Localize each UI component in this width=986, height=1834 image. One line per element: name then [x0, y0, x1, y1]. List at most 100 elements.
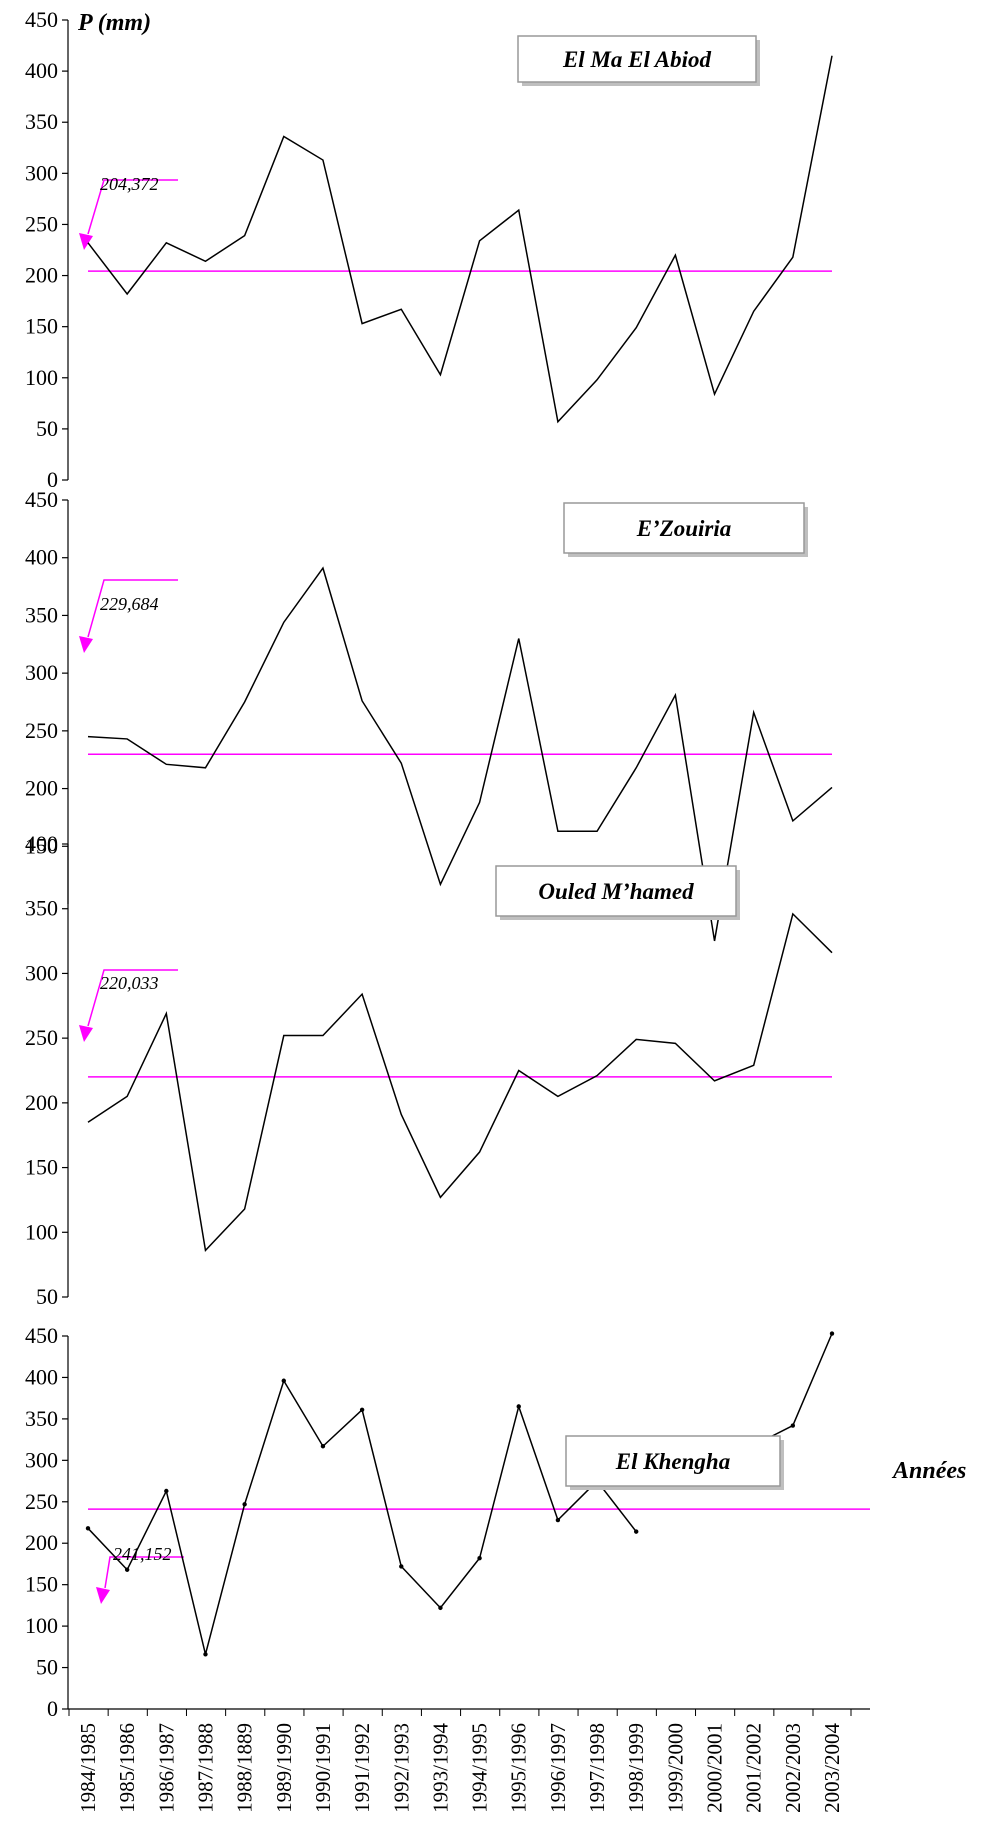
- x-tick-label: 1984/1985: [76, 1723, 100, 1813]
- y-tick-label: 250: [25, 1489, 58, 1514]
- data-point: [359, 1407, 365, 1412]
- x-tick-label: 1986/1987: [154, 1723, 178, 1813]
- y-tick-label: 0: [47, 467, 58, 492]
- series-line: [87, 55, 833, 424]
- panel-1: 0 50 100 150 200 250 300 350 400 450 204,372 El Ma …: [25, 7, 833, 492]
- y-tick-label: 100: [25, 1613, 58, 1638]
- x-tick-label: 1994/1995: [468, 1723, 492, 1813]
- y-tick-label: 300: [25, 660, 58, 685]
- x-tick-label: 1998/1999: [624, 1723, 648, 1813]
- data-point: [634, 1529, 639, 1534]
- x-tick-label: 1987/1988: [193, 1723, 217, 1813]
- series-line: [87, 1378, 637, 1655]
- x-tick-label: 1988/1889: [233, 1723, 257, 1813]
- y-tick-label: 50: [36, 416, 58, 441]
- data-point: [477, 1555, 482, 1561]
- station-box: [517, 35, 757, 83]
- y-tick-label: 300: [25, 960, 58, 985]
- y-tick-label: 450: [25, 487, 58, 512]
- mean-arrow-head: [79, 1025, 93, 1042]
- mean-arrow: [87, 579, 178, 638]
- y-tick-label: 350: [25, 602, 58, 627]
- station-label: Ouled M’hamed: [538, 879, 694, 904]
- x-tick-label: 2003/2004: [820, 1723, 844, 1813]
- data-point: [438, 1605, 443, 1611]
- y-tick-label: 350: [25, 1406, 58, 1431]
- y-tick-label: 200: [25, 1090, 58, 1115]
- data-point: [516, 1404, 521, 1409]
- y-axis-title: P (mm): [77, 10, 151, 36]
- y-tick-label: 0: [47, 1696, 58, 1721]
- y-tick-label: 250: [25, 1025, 58, 1050]
- y-tick-label: 100: [25, 365, 58, 390]
- x-tick-label: 1996/1997: [546, 1723, 570, 1813]
- mean-label: 204,372: [100, 174, 159, 194]
- station-label: El Khengha: [615, 1449, 730, 1474]
- station-label: El Ma El Abiod: [562, 47, 712, 72]
- x-tick-label: 1990/1991: [311, 1723, 335, 1813]
- data-point: [281, 1378, 286, 1383]
- x-tick-label: 1991/1992: [350, 1723, 374, 1813]
- mean-label: 220,033: [100, 973, 159, 993]
- panel-4: 0 50 100 150 200 250 300 350 400 450 241,152 El Khe…: [25, 1323, 870, 1721]
- data-point: [399, 1564, 404, 1569]
- x-tick-label: 2001/2002: [742, 1723, 766, 1813]
- data-point: [790, 1423, 796, 1428]
- mean-arrow-head: [96, 1587, 110, 1604]
- x-tick-label: 1985/1986: [115, 1723, 139, 1813]
- x-tick-label: 1999/2000: [663, 1723, 687, 1813]
- x-tick-label: 1993/1994: [428, 1723, 452, 1813]
- y-tick-label: 450: [25, 7, 58, 32]
- mean-label: 229,684: [100, 594, 159, 614]
- mean-arrow: [87, 969, 178, 1027]
- y-tick-label: 150: [25, 314, 58, 339]
- mean-label: 241,152: [113, 1544, 172, 1564]
- series-line: [87, 912, 833, 1253]
- data-point: [203, 1652, 208, 1657]
- y-tick-label: 150: [25, 1155, 58, 1180]
- data-point: [164, 1488, 169, 1494]
- y-tick-label: 350: [25, 896, 58, 921]
- y-tick-label: 400: [25, 545, 58, 570]
- y-tick-label: 200: [25, 776, 58, 801]
- y-tick-label: 350: [25, 109, 58, 134]
- data-point: [124, 1567, 130, 1572]
- x-tick-label: 1989/1990: [272, 1723, 296, 1813]
- y-tick-label: 150: [25, 833, 58, 858]
- station-label: E’Zouiria: [636, 516, 732, 541]
- series-line: [753, 1333, 833, 1447]
- x-tick-label: 2000/2001: [703, 1723, 727, 1813]
- y-tick-label: 400: [25, 831, 58, 856]
- mean-arrow: [104, 1556, 184, 1589]
- y-tick-label: 100: [25, 1219, 58, 1244]
- station-box: [495, 865, 737, 917]
- mean-arrow: [87, 179, 178, 235]
- y-tick-label: 300: [25, 1447, 58, 1472]
- data-point: [555, 1517, 561, 1523]
- x-tick-label: 1995/1996: [507, 1723, 531, 1813]
- y-tick-label: 300: [25, 160, 58, 185]
- y-tick-label: 50: [36, 1284, 58, 1309]
- panel-3: 50 100 150 200 250 300 350 400 220,033 Ouled M’ha…: [25, 831, 833, 1309]
- data-point: [320, 1444, 326, 1449]
- data-point: [85, 1526, 91, 1531]
- y-tick-label: 400: [25, 1364, 58, 1389]
- y-tick-label: 200: [25, 263, 58, 288]
- x-tick-label: 1997/1998: [585, 1723, 609, 1813]
- mean-arrow-head: [79, 233, 93, 250]
- y-tick-label: 250: [25, 718, 58, 743]
- data-point: [829, 1331, 835, 1336]
- station-box: [563, 502, 805, 554]
- y-tick-label: 200: [25, 1530, 58, 1555]
- data-point: [242, 1502, 247, 1507]
- y-tick-label: 450: [25, 1323, 58, 1348]
- x-axis-title: Années: [891, 1458, 966, 1484]
- y-tick-label: 250: [25, 211, 58, 236]
- y-tick-label: 50: [36, 1655, 58, 1680]
- x-tick-label: 2002/2003: [781, 1723, 805, 1813]
- station-box: [565, 1435, 781, 1487]
- y-tick-label: 400: [25, 58, 58, 83]
- mean-arrow-head: [79, 636, 93, 653]
- y-tick-label: 150: [25, 1572, 58, 1597]
